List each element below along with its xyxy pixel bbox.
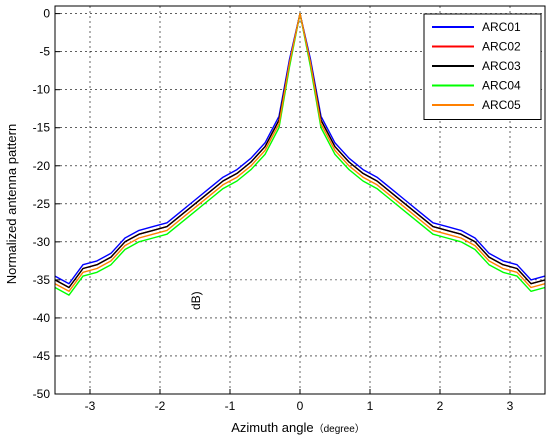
- x-tick-label: -2: [155, 399, 166, 413]
- series-line-arc05: [54, 12, 546, 292]
- x-tick-label: -1: [225, 399, 236, 413]
- y-tick-label: -10: [33, 83, 51, 97]
- legend-label: ARC03: [482, 59, 521, 73]
- y-tick-label: -25: [33, 197, 51, 211]
- x-axis-label: Azimuth angle: [231, 420, 313, 435]
- y-tick-label: -30: [33, 235, 51, 249]
- x-tick-label: 3: [507, 399, 514, 413]
- y-tick-label: -50: [33, 387, 51, 401]
- y-tick-label: -40: [33, 311, 51, 325]
- y-tick-label: -15: [33, 121, 51, 135]
- legend-label: ARC05: [482, 98, 521, 112]
- legend-label: ARC02: [482, 40, 521, 54]
- y-tick-label: -20: [33, 159, 51, 173]
- stray-annotation: dB): [189, 291, 203, 310]
- legend-label: ARC04: [482, 79, 521, 93]
- y-tick-label: -35: [33, 273, 51, 287]
- x-tick-label: 0: [297, 399, 304, 413]
- legend-label: ARC01: [482, 20, 521, 34]
- y-tick-label: -45: [33, 349, 51, 363]
- x-tick-label: -3: [85, 399, 96, 413]
- x-axis-title: Azimuth angle（degree）: [231, 420, 365, 435]
- legend: ARC01 ARC02 ARC03 ARC04 ARC05: [423, 13, 542, 120]
- y-axis-title: Normalized antenna pattern: [4, 124, 19, 284]
- x-tick-label: 2: [437, 399, 444, 413]
- y-tick-label: -5: [39, 45, 50, 59]
- ticks: -3 -2 -1 0 1 2 30-5-10-15-20-25-30-35-40-45-50: [33, 7, 514, 413]
- x-tick-label: 1: [367, 399, 374, 413]
- y-tick-label: 0: [43, 7, 50, 21]
- x-axis-unit: （degree）: [314, 423, 365, 435]
- traces: [54, 12, 546, 296]
